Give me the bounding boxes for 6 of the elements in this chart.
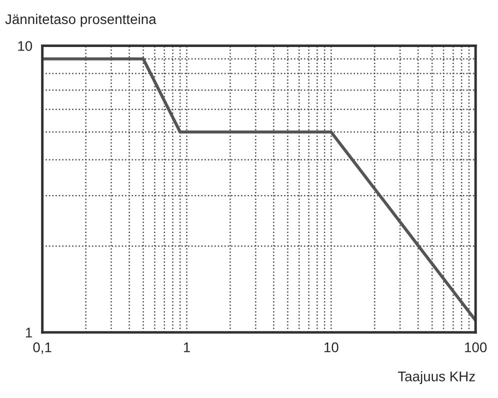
x-tick-label: 0,1 bbox=[33, 342, 52, 354]
x-axis-title: Taajuus KHz bbox=[398, 371, 475, 384]
x-tick-label: 1 bbox=[184, 342, 190, 352]
y-axis-title: Jännitetaso prosentteina bbox=[5, 14, 156, 27]
x-tick-label: 10 bbox=[324, 342, 338, 352]
x-tick-label: 100 bbox=[465, 342, 487, 352]
